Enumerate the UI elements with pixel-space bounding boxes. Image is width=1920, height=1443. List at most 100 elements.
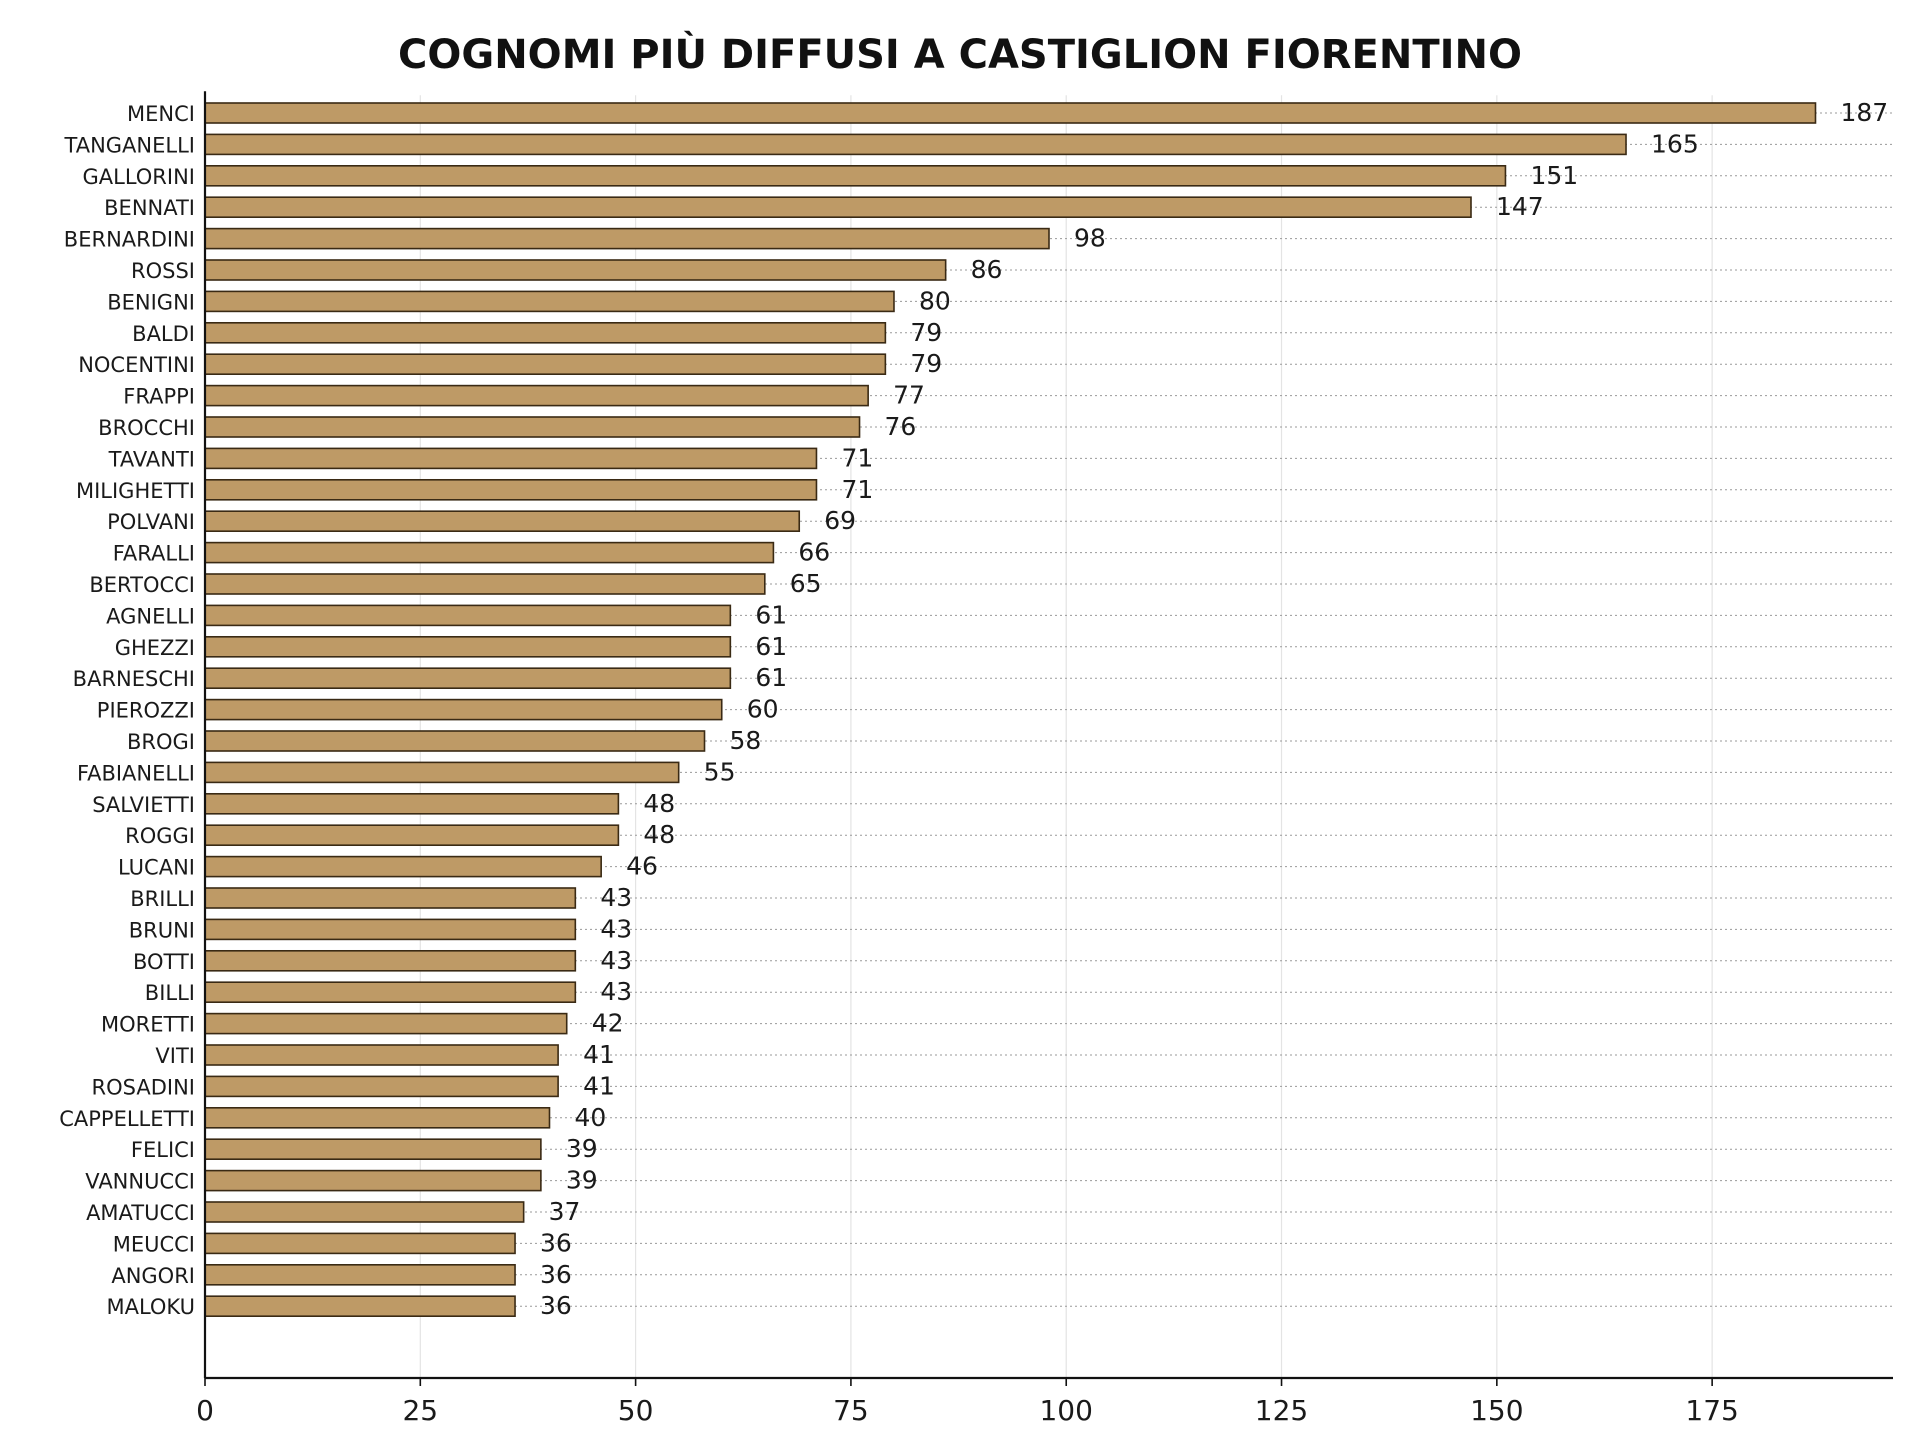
value-label: 80	[919, 286, 951, 315]
category-label: BARNESCHI	[73, 667, 195, 691]
value-label: 79	[910, 349, 942, 378]
bar-amatucci	[204, 1201, 525, 1223]
x-tick-label: 25	[402, 1394, 438, 1427]
value-label: 43	[600, 977, 632, 1006]
category-label: BRILLI	[130, 887, 195, 911]
bar-fabianelli	[204, 761, 680, 784]
bar-brocchi	[204, 416, 861, 438]
value-label: 61	[755, 663, 787, 692]
value-label: 76	[885, 412, 917, 441]
bar-menci	[204, 102, 1817, 124]
category-labels: MENCI TANGANELLI GALLORINI BENNATI BERNARDIN…	[59, 102, 195, 1319]
value-label: 39	[566, 1166, 598, 1195]
x-tick-label: 100	[1039, 1394, 1092, 1427]
value-label: 46	[626, 852, 658, 881]
value-label: 151	[1530, 161, 1578, 190]
bars	[204, 102, 1817, 1317]
category-label: FARALLI	[113, 542, 195, 566]
chart-title: COGNOMI PIÙ DIFFUSI A CASTIGLION FIORENT…	[398, 30, 1522, 78]
bar-pierozzi	[204, 698, 723, 721]
value-label: 71	[841, 475, 873, 504]
value-label: 71	[841, 443, 873, 472]
category-label: VANNUCCI	[85, 1170, 195, 1194]
category-label: BERTOCCI	[89, 573, 195, 597]
x-ticks: 0 25 50 75 100 125 150 175	[196, 1378, 1739, 1427]
category-label: FELICI	[131, 1138, 195, 1162]
bar-barneschi	[204, 667, 732, 690]
value-label: 69	[824, 506, 856, 535]
bar-billi	[204, 981, 577, 1004]
value-label: 36	[540, 1291, 572, 1320]
category-label: NOCENTINI	[78, 353, 195, 377]
category-label: MORETTI	[101, 1013, 195, 1037]
category-label: BOTTI	[133, 950, 195, 974]
category-label: CAPPELLETTI	[59, 1107, 195, 1131]
category-label: BILLI	[145, 981, 195, 1005]
category-label: ROSADINI	[92, 1075, 195, 1099]
bar-angori	[204, 1264, 516, 1286]
value-label: 39	[566, 1134, 598, 1163]
bar-gallorini	[204, 165, 1507, 187]
category-label: BALDI	[132, 322, 195, 346]
bar-lucani	[204, 855, 602, 878]
x-tick-label: 75	[833, 1394, 869, 1427]
category-label: BENNATI	[104, 196, 195, 220]
value-label: 58	[730, 726, 762, 755]
value-label: 77	[893, 381, 925, 410]
category-label: AGNELLI	[106, 604, 195, 628]
category-label: MENCI	[127, 102, 195, 126]
bar-botti	[204, 949, 577, 972]
value-label: 40	[574, 1103, 606, 1132]
bar-nocentini	[204, 353, 887, 376]
axes	[203, 91, 1893, 1380]
value-label: 43	[600, 914, 632, 943]
bar-felici	[204, 1138, 542, 1160]
category-label: FABIANELLI	[77, 761, 195, 785]
value-label: 41	[583, 1040, 615, 1069]
category-label: BERNARDINI	[64, 228, 195, 252]
category-label: GHEZZI	[115, 636, 195, 660]
bar-ghezzi	[204, 635, 732, 658]
category-label: LUCANI	[118, 856, 195, 880]
bar-bertocci	[204, 573, 766, 595]
category-label: MILIGHETTI	[76, 479, 195, 503]
value-label: 36	[540, 1228, 572, 1257]
value-label: 55	[704, 757, 736, 786]
bar-vannucci	[204, 1169, 542, 1192]
category-label: TANGANELLI	[64, 133, 195, 157]
bar-bennati	[204, 196, 1472, 218]
category-label: MALOKU	[106, 1295, 195, 1319]
bar-rossi	[204, 259, 947, 281]
bar-brogi	[204, 730, 706, 752]
value-label: 98	[1074, 224, 1106, 253]
category-label: TAVANTI	[108, 447, 195, 471]
x-tick-label: 150	[1470, 1394, 1523, 1427]
value-label: 43	[600, 946, 632, 975]
bar-milighetti	[204, 478, 818, 501]
bar-frappi	[204, 384, 869, 407]
value-label: 61	[755, 600, 787, 629]
bar-benigni	[204, 290, 895, 313]
value-label: 147	[1496, 192, 1544, 221]
bar-salvietti	[204, 792, 620, 815]
value-label: 43	[600, 883, 632, 912]
bar-baldi	[204, 321, 887, 344]
value-label: 61	[755, 632, 787, 661]
value-label: 48	[643, 820, 675, 849]
bar-polvani	[204, 510, 801, 533]
bar-rosadini	[204, 1075, 559, 1098]
category-label: BENIGNI	[107, 290, 195, 314]
value-label: 37	[549, 1197, 581, 1226]
category-label: ANGORI	[111, 1264, 195, 1288]
x-tick-label: 50	[618, 1394, 654, 1427]
category-label: POLVANI	[107, 510, 195, 534]
bar-agnelli	[204, 604, 732, 627]
category-label: GALLORINI	[82, 165, 195, 189]
category-label: VITI	[155, 1044, 195, 1068]
bar-bruni	[204, 918, 577, 941]
value-label: 66	[798, 538, 830, 567]
category-label: BRUNI	[129, 918, 195, 942]
category-label: FRAPPI	[123, 385, 195, 409]
value-labels: 1871651511479886807979777671716966656161…	[540, 98, 1888, 1320]
